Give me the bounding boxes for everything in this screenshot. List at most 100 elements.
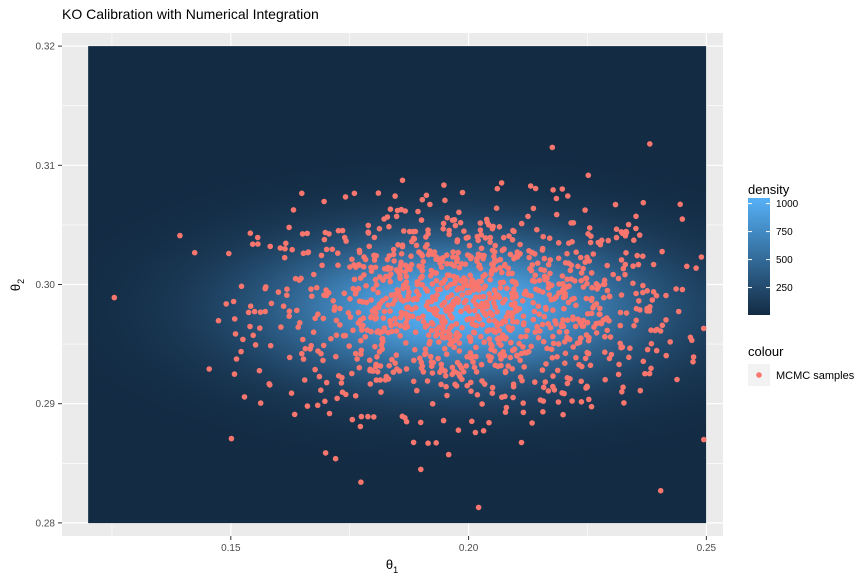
mcmc-point — [422, 346, 429, 352]
mcmc-point — [295, 324, 302, 331]
mcmc-point — [300, 356, 307, 362]
mcmc-point — [484, 302, 491, 309]
mcmc-point — [580, 323, 587, 329]
mcmc-point — [254, 234, 261, 241]
mcmc-point — [320, 357, 326, 364]
mcmc-point — [478, 245, 485, 252]
mcmc-point — [335, 227, 342, 234]
mcmc-point — [372, 343, 378, 350]
mcmc-point — [263, 284, 269, 290]
mcmc-point — [562, 350, 569, 357]
mcmc-point — [337, 305, 343, 312]
mcmc-point — [390, 301, 396, 307]
mcmc-point — [289, 246, 296, 253]
mcmc-point — [420, 313, 426, 320]
mcmc-point — [450, 249, 456, 255]
mcmc-point — [444, 284, 450, 291]
mcmc-point — [314, 402, 321, 409]
mcmc-point — [583, 275, 590, 282]
mcmc-point — [493, 205, 500, 211]
mcmc-point — [508, 310, 514, 316]
mcmc-point — [371, 414, 377, 420]
mcmc-point — [480, 307, 486, 314]
mcmc-point — [562, 360, 568, 367]
mcmc-point — [410, 378, 417, 385]
mcmc-point — [586, 225, 593, 231]
mcmc-point — [386, 273, 392, 280]
mcmc-point — [570, 344, 576, 350]
mcmc-point — [502, 296, 508, 303]
mcmc-point — [191, 249, 198, 256]
mcmc-point — [388, 322, 394, 329]
mcmc-point — [493, 258, 500, 264]
mcmc-point — [566, 283, 572, 289]
mcmc-point — [461, 228, 467, 234]
mcmc-point — [593, 320, 599, 327]
mcmc-point — [469, 316, 476, 322]
mcmc-point — [480, 428, 487, 434]
mcmc-point — [491, 249, 498, 255]
mcmc-point — [531, 308, 538, 315]
mcmc-point — [657, 328, 664, 334]
mcmc-point — [485, 353, 492, 359]
mcmc-point — [578, 277, 584, 284]
mcmc-point — [488, 346, 494, 353]
mcmc-point — [514, 319, 520, 325]
mcmc-point — [432, 305, 438, 312]
mcmc-point — [458, 278, 464, 284]
mcmc-point — [381, 308, 388, 315]
mcmc-point — [545, 261, 552, 268]
mcmc-point — [511, 228, 517, 235]
mcmc-point — [525, 213, 531, 220]
mcmc-point — [365, 413, 371, 420]
mcmc-point — [465, 234, 471, 241]
mcmc-point — [447, 335, 453, 342]
mcmc-point — [442, 368, 448, 374]
mcmc-point — [397, 275, 403, 282]
density-legend-ticks: 250 500 750 1000 — [748, 199, 799, 294]
mcmc-point — [416, 263, 422, 269]
mcmc-point — [487, 309, 493, 316]
mcmc-point — [494, 336, 501, 342]
mcmc-point — [420, 318, 427, 325]
mcmc-point — [554, 367, 561, 374]
mcmc-point — [367, 366, 374, 373]
mcmc-point — [509, 270, 515, 277]
mcmc-point — [586, 334, 592, 341]
mcmc-point — [503, 404, 510, 411]
mcmc-point — [623, 250, 629, 256]
mcmc-point — [401, 228, 407, 234]
mcmc-point — [377, 377, 384, 383]
mcmc-point — [496, 224, 503, 230]
mcmc-point — [397, 333, 403, 339]
mcmc-point — [403, 418, 410, 425]
mcmc-point — [384, 256, 391, 263]
mcmc-point — [408, 261, 415, 268]
mcmc-point — [454, 256, 461, 262]
mcmc-point — [587, 239, 594, 246]
mcmc-point — [390, 246, 397, 253]
mcmc-point — [540, 384, 547, 391]
mcmc-point — [356, 262, 363, 268]
mcmc-point — [469, 418, 475, 425]
x-axis-title: θ1 — [386, 557, 398, 575]
mcmc-point — [389, 356, 395, 363]
mcmc-point — [502, 393, 508, 400]
mcmc-point — [560, 294, 567, 301]
mcmc-point — [281, 254, 288, 261]
mcmc-point — [442, 276, 448, 283]
mcmc-point — [597, 305, 603, 312]
mcmc-point — [486, 317, 493, 324]
mcmc-point — [442, 197, 448, 204]
mcmc-point — [443, 383, 449, 390]
mcmc-point — [405, 304, 412, 311]
mcmc-point — [536, 311, 542, 318]
mcmc-point — [636, 298, 642, 304]
mcmc-point — [352, 350, 359, 357]
mcmc-point — [514, 307, 520, 314]
mcmc-point — [588, 403, 595, 410]
mcmc-point — [403, 273, 410, 280]
mcmc-point — [535, 334, 542, 341]
mcmc-point — [569, 398, 575, 404]
mcmc-point — [505, 363, 512, 369]
